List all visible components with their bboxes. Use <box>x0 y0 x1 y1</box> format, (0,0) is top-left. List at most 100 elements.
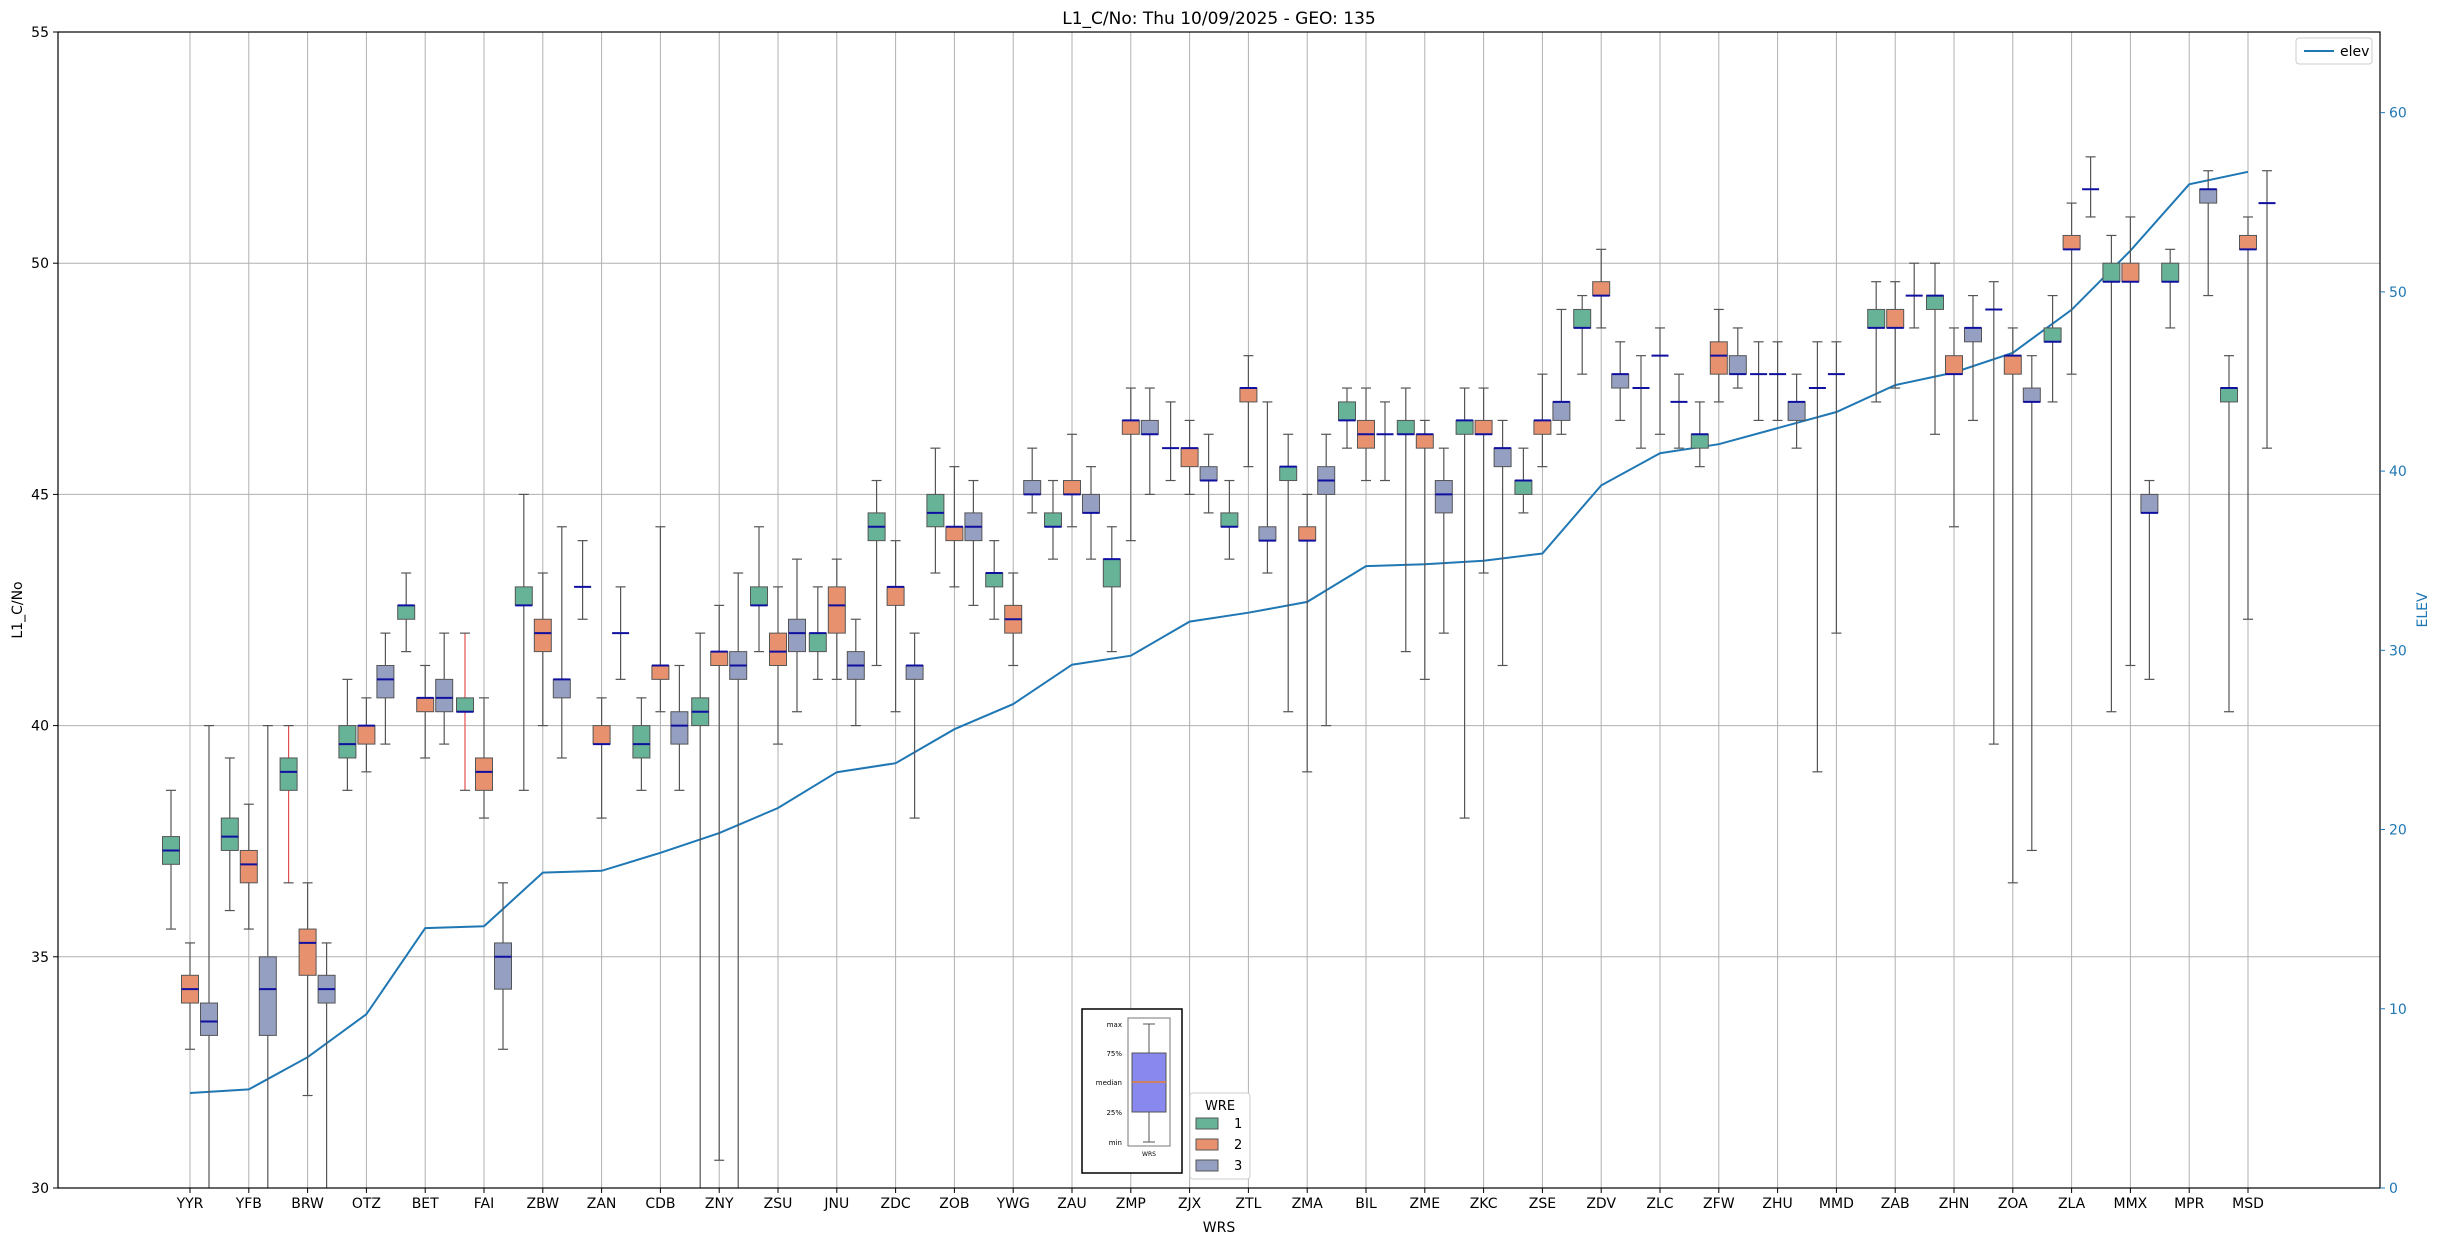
box-iqr <box>828 587 845 633</box>
box-iqr <box>1946 356 1963 374</box>
box-iqr <box>1083 494 1100 512</box>
x-tick-label: ZAN <box>587 1196 617 1212</box>
box-iqr <box>2221 388 2238 402</box>
box-iqr <box>1416 434 1433 448</box>
y-tick-label: 55 <box>31 25 49 41</box>
y-tick-label: 40 <box>31 719 49 735</box>
box-iqr <box>1045 513 1062 527</box>
x-tick-label: OTZ <box>352 1196 381 1212</box>
y2-tick-label: 60 <box>2389 106 2407 122</box>
box-iqr <box>1691 434 1708 448</box>
box-iqr <box>417 698 434 712</box>
y-tick-label: 45 <box>31 487 49 503</box>
x-tick-label: ZNY <box>705 1196 734 1212</box>
y2-tick-label: 20 <box>2389 823 2407 839</box>
box-iqr <box>1435 481 1452 513</box>
x-tick-label: ZHN <box>1939 1196 1970 1212</box>
x-tick-label: YFB <box>235 1196 262 1212</box>
box-iqr <box>1397 420 1414 434</box>
box-iqr <box>1240 388 1257 402</box>
x-tick-label: FAI <box>474 1196 494 1212</box>
wre-legend-swatch-3 <box>1196 1160 1218 1171</box>
x-tick-label: ZAB <box>1881 1196 1910 1212</box>
box-key-label-25: 25% <box>1106 1109 1122 1117</box>
x-tick-label: MPR <box>2174 1196 2205 1212</box>
y-tick-label: 50 <box>31 256 49 272</box>
y2-tick-label: 30 <box>2389 643 2407 659</box>
box-key-xlabel: WRS <box>1142 1151 1156 1158</box>
box-iqr <box>633 726 650 758</box>
box-iqr <box>1280 467 1297 481</box>
box-iqr <box>476 758 493 790</box>
y2-tick-label: 10 <box>2389 1002 2407 1018</box>
box-iqr <box>946 527 963 541</box>
box-iqr <box>398 605 415 619</box>
y-tick-label: 30 <box>31 1181 49 1197</box>
box-iqr <box>240 850 257 882</box>
box-iqr <box>1593 282 1610 296</box>
box-iqr <box>259 957 276 1036</box>
x-tick-label: ZMP <box>1116 1196 1146 1212</box>
box-iqr <box>711 652 728 666</box>
wre-legend-swatch-1 <box>1196 1118 1218 1129</box>
x-tick-label: ZMA <box>1292 1196 1324 1212</box>
box-iqr <box>1200 467 1217 481</box>
wre-legend-label-1: 1 <box>1234 1117 1242 1132</box>
box-iqr <box>377 665 394 697</box>
box-iqr <box>1122 420 1139 434</box>
y-tick-label: 35 <box>31 950 49 966</box>
x-tick-label: ZSE <box>1529 1196 1556 1212</box>
box-iqr <box>809 633 826 651</box>
box-key-label-median: median <box>1096 1079 1122 1087</box>
x-tick-label: BIL <box>1355 1196 1377 1212</box>
box-iqr <box>671 712 688 744</box>
box-iqr <box>751 587 768 605</box>
x-tick-label: YYR <box>176 1196 204 1212</box>
wre-legend: WRE 1 2 3 <box>1190 1093 1250 1179</box>
y2-tick-label: 50 <box>2389 285 2407 301</box>
wre-legend-swatch-2 <box>1196 1139 1218 1150</box>
wre-legend-label-3: 3 <box>1234 1159 1242 1174</box>
box-iqr <box>906 665 923 679</box>
box-iqr <box>1024 481 1041 495</box>
box-iqr <box>1788 402 1805 420</box>
box-iqr <box>2141 494 2158 512</box>
x-tick-label: JNU <box>823 1196 849 1212</box>
x-tick-label: ZME <box>1410 1196 1441 1212</box>
x-tick-label: ZDV <box>1586 1196 1616 1212</box>
box-iqr <box>1710 342 1727 374</box>
x-tick-label: ZLC <box>1646 1196 1673 1212</box>
box-iqr <box>1064 481 1081 495</box>
x-tick-label: CDB <box>645 1196 675 1212</box>
box-iqr <box>1553 402 1570 420</box>
x-tick-label: ZHU <box>1762 1196 1792 1212</box>
box-iqr <box>2200 189 2217 203</box>
box-iqr <box>457 698 474 712</box>
x-tick-label: ZFW <box>1703 1196 1735 1212</box>
box-key-label-75: 75% <box>1106 1050 1122 1058</box>
box-iqr <box>2023 388 2040 402</box>
box-iqr <box>1534 420 1551 434</box>
box-iqr <box>495 943 512 989</box>
x-tick-label: ZAU <box>1057 1196 1086 1212</box>
x-tick-label: BET <box>412 1196 439 1212</box>
box-iqr <box>1868 309 1885 327</box>
box-iqr <box>1103 559 1120 587</box>
x-tick-label: MMX <box>2114 1196 2148 1212</box>
y2-axis-label: ELEV <box>2415 592 2431 627</box>
wre-legend-title: WRE <box>1205 1099 1235 1114</box>
box-iqr <box>1887 309 1904 327</box>
box-iqr <box>1927 296 1944 310</box>
box-iqr <box>1299 527 1316 541</box>
box-iqr <box>986 573 1003 587</box>
box-iqr <box>1221 513 1238 527</box>
elev-legend: elev <box>2296 38 2372 64</box>
box-iqr <box>201 1003 218 1035</box>
box-iqr <box>221 818 238 850</box>
box-iqr <box>1612 374 1629 388</box>
box-iqr <box>534 619 551 651</box>
wre-legend-label-2: 2 <box>1234 1138 1242 1153</box>
